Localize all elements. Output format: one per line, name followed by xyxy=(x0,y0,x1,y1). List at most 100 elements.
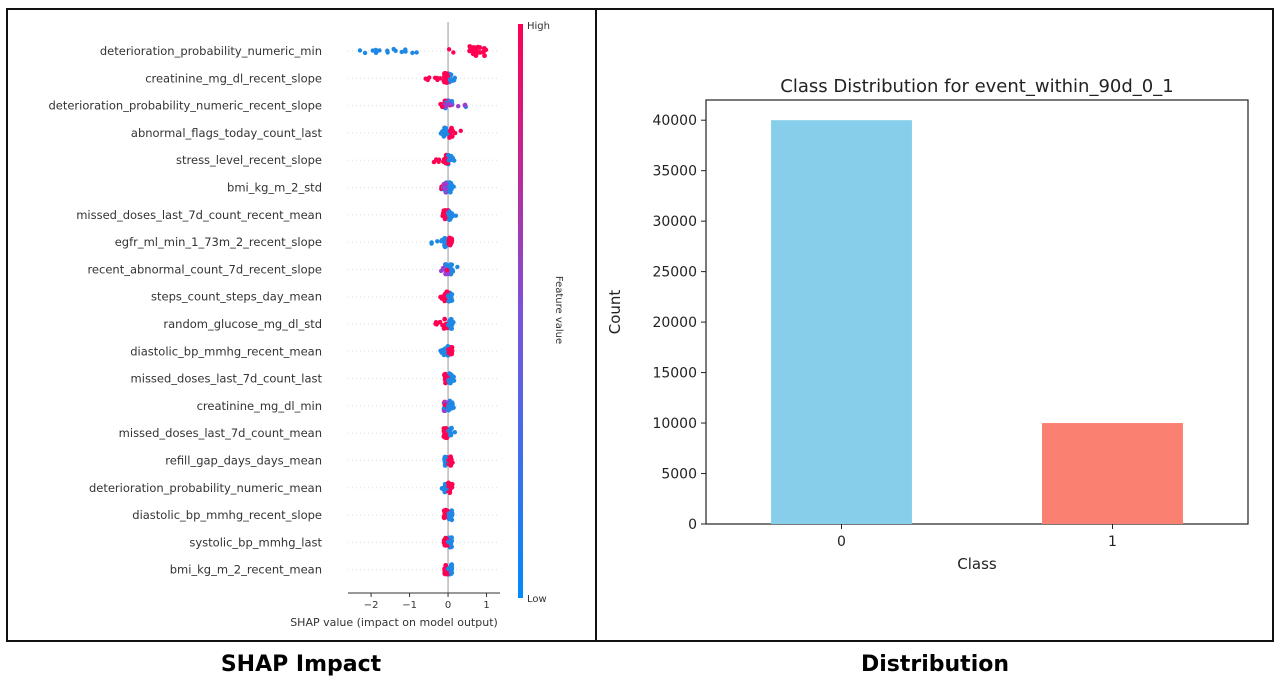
shap-feature-label: refill_gap_days_days_mean xyxy=(165,454,322,468)
shap-feature-label: diastolic_bp_mmhg_recent_mean xyxy=(130,344,322,358)
shap-point xyxy=(449,565,455,570)
shap-point xyxy=(442,510,447,516)
shap-point xyxy=(440,323,445,328)
shap-point xyxy=(362,50,368,56)
shap-feature-label: egfr_ml_min_1_73m_2_recent_slope xyxy=(115,235,322,249)
shap-point xyxy=(450,78,455,83)
shap-point xyxy=(467,44,473,49)
shap-point xyxy=(445,566,451,571)
bar-y-tick-label: 40000 xyxy=(652,113,697,129)
shap-point xyxy=(447,184,453,189)
shap-feature-label: creatinine_mg_dl_min xyxy=(197,399,322,413)
shap-point xyxy=(482,53,487,59)
shap-point xyxy=(451,50,456,55)
shap-point xyxy=(451,320,456,325)
shap-point xyxy=(448,377,453,382)
bar-y-tick-label: 30000 xyxy=(652,214,697,230)
shap-point xyxy=(446,47,452,52)
shap-colorbar-title: Feature value xyxy=(553,276,564,344)
shap-feature-label: steps_count_steps_day_mean xyxy=(151,290,322,304)
shap-point xyxy=(440,185,446,190)
shap-point xyxy=(370,48,375,53)
shap-point xyxy=(435,239,440,244)
shap-point xyxy=(452,430,458,435)
shap-point xyxy=(442,71,447,77)
figure-frame xyxy=(6,8,1274,642)
shap-point xyxy=(438,319,443,325)
shap-point xyxy=(410,50,415,56)
distribution-panel-label: Distribution xyxy=(860,652,1010,677)
bar-y-tick-label: 20000 xyxy=(652,315,697,331)
bar-chart-x-label: Class xyxy=(957,555,997,573)
shap-colorbar xyxy=(518,24,523,598)
shap-point xyxy=(444,267,450,273)
bar-y-tick-label: 10000 xyxy=(652,416,697,432)
bar-chart-axes xyxy=(705,99,1249,525)
bar-y-tick-label: 25000 xyxy=(652,265,697,281)
shap-point xyxy=(403,49,408,54)
bar-y-tick-label: 15000 xyxy=(652,366,697,382)
shap-point xyxy=(439,349,444,354)
panel-divider xyxy=(595,8,597,642)
shap-feature-label: creatinine_mg_dl_recent_slope xyxy=(145,71,322,85)
shap-feature-label: bmi_kg_m_2_std xyxy=(227,181,322,195)
shap-point xyxy=(436,157,442,162)
shap-point xyxy=(373,50,379,56)
shap-point xyxy=(385,50,390,55)
shap-point xyxy=(470,48,476,54)
shap-point xyxy=(393,48,398,53)
shap-point xyxy=(458,128,463,134)
shap-point xyxy=(446,514,452,519)
shap-point xyxy=(439,296,445,301)
shap-summary-plot: deterioration_probability_numeric_mincre… xyxy=(48,21,564,629)
shap-point xyxy=(442,316,448,322)
shap-point xyxy=(438,76,443,81)
bar-class-1 xyxy=(1042,423,1183,524)
shap-x-tick-label: −2 xyxy=(364,600,379,611)
shap-point xyxy=(433,320,439,325)
shap-point xyxy=(451,405,456,410)
shap-point xyxy=(357,48,363,53)
shap-point xyxy=(447,433,453,438)
shap-feature-label: missed_doses_last_7d_count_last xyxy=(131,372,323,386)
shap-point xyxy=(443,187,449,192)
shap-feature-label: systolic_bp_mmhg_last xyxy=(189,535,322,549)
shap-point xyxy=(453,213,459,218)
shap-point xyxy=(439,104,445,110)
bar-y-tick-label: 35000 xyxy=(652,164,697,180)
shap-point xyxy=(449,292,455,297)
shap-feature-label: missed_doses_last_7d_count_recent_mean xyxy=(76,208,322,222)
shap-point xyxy=(447,429,453,435)
shap-point xyxy=(451,374,456,380)
shap-point xyxy=(475,49,481,55)
class-distribution-chart: Class Distribution for event_within_90d_… xyxy=(606,76,1249,573)
shap-feature-label: deterioration_probability_numeric_recent… xyxy=(48,99,322,113)
shap-point xyxy=(449,511,454,516)
shap-point xyxy=(455,264,460,270)
shap-feature-label: diastolic_bp_mmhg_recent_slope xyxy=(132,508,322,522)
shap-point xyxy=(441,408,447,414)
shap-point xyxy=(443,262,449,268)
shap-point xyxy=(441,485,447,490)
shap-point xyxy=(414,50,419,55)
bar-y-tick-label: 0 xyxy=(688,517,697,533)
shap-point xyxy=(446,458,451,463)
shap-feature-label: recent_abnormal_count_7d_recent_slope xyxy=(87,262,322,276)
shap-point xyxy=(483,47,489,53)
shap-point xyxy=(449,535,454,541)
shap-x-tick-label: −1 xyxy=(402,600,417,611)
shap-point xyxy=(443,76,449,82)
bar-x-tick-label: 1 xyxy=(1108,534,1117,550)
shap-point xyxy=(446,217,452,222)
shap-point xyxy=(450,128,455,134)
shap-point xyxy=(442,156,448,162)
shap-point xyxy=(446,405,451,410)
shap-x-tick-label: 1 xyxy=(483,600,489,611)
shap-feature-label: bmi_kg_m_2_recent_mean xyxy=(170,563,322,577)
bar-chart-y-label: Count xyxy=(606,290,624,335)
bar-x-tick-label: 0 xyxy=(837,534,846,550)
shap-feature-label: abnormal_flags_today_count_last xyxy=(131,126,323,140)
shap-point xyxy=(447,189,453,195)
shap-point xyxy=(446,158,451,163)
shap-point xyxy=(455,103,461,109)
